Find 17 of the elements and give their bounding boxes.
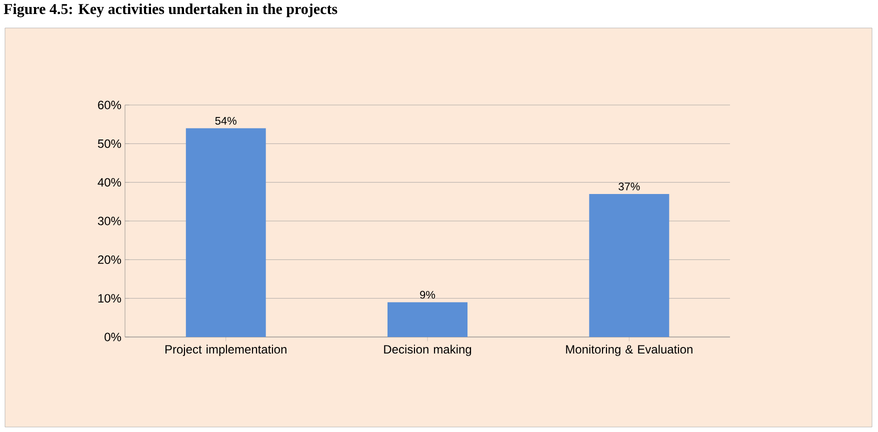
chart-title: Figure 4.5: Key activities undertaken in the projects	[4, 4, 338, 18]
bar	[589, 194, 670, 337]
bar	[186, 128, 266, 337]
x-tick-label: Decision making	[384, 344, 472, 356]
x-tick-label: Project implementation	[165, 344, 286, 356]
y-tick-label: 20%	[98, 255, 122, 264]
x-tick-label: Monitoring & Evaluation	[566, 344, 692, 356]
y-tick-label: 10%	[98, 294, 122, 303]
bar	[388, 302, 468, 337]
y-tick-label: 0%	[104, 332, 122, 342]
y-tick-label: 40%	[98, 178, 122, 187]
data-label: 9%	[420, 290, 436, 299]
data-label: 37%	[618, 182, 640, 190]
y-tick-label: 50%	[98, 139, 122, 148]
data-label: 54%	[215, 116, 236, 125]
y-tick-label: 30%	[98, 216, 122, 226]
y-tick-label: 60%	[98, 100, 122, 110]
